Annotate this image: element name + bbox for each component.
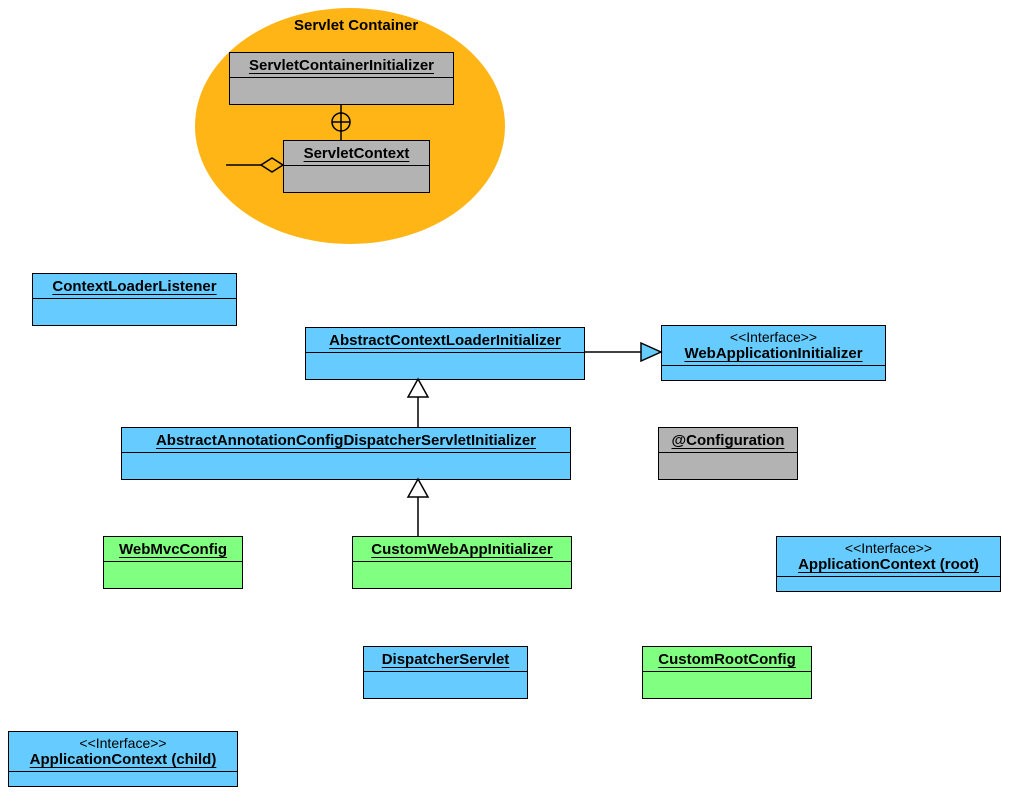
class-custom-web-app-initializer: CustomWebAppInitializer <box>352 536 572 589</box>
interface-web-application-initializer: <<Interface>> WebApplicationInitializer <box>661 325 886 381</box>
class-web-mvc-config: WebMvcConfig <box>103 536 243 589</box>
interface-application-context-root: <<Interface>> ApplicationContext (root) <box>776 536 1001 592</box>
class-servlet-context: ServletContext <box>283 140 430 193</box>
class-abstract-context-loader-initializer: AbstractContextLoaderInitializer <box>305 327 585 380</box>
class-dispatcher-servlet: DispatcherServlet <box>363 646 528 699</box>
servlet-container-ellipse <box>195 8 505 244</box>
class-abstract-annotation-config-dispatcher-servlet-initializer: AbstractAnnotationConfigDispatcherServle… <box>121 427 571 480</box>
interface-application-context-child: <<Interface>> ApplicationContext (child) <box>8 731 238 787</box>
class-custom-root-config: CustomRootConfig <box>642 646 812 699</box>
class-servlet-container-initializer: ServletContainerInitializer <box>229 52 454 105</box>
servlet-container-label: Servlet Container <box>294 17 418 34</box>
class-context-loader-listener: ContextLoaderListener <box>32 273 237 326</box>
class-configuration-annotation: @Configuration <box>658 427 798 480</box>
